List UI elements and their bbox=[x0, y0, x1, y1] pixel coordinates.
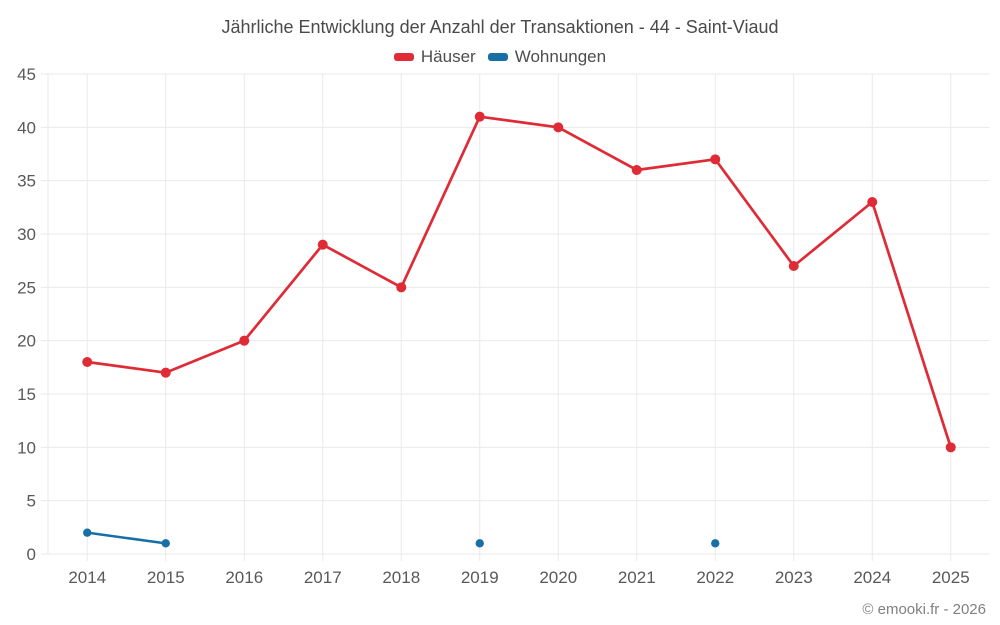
data-point-1[interactable] bbox=[475, 539, 484, 548]
wohnungen-series-label: Wohnungen bbox=[514, 47, 607, 66]
data-point-0[interactable] bbox=[945, 442, 956, 453]
data-point-0[interactable] bbox=[160, 367, 171, 378]
series-line-0 bbox=[85, 115, 953, 449]
data-point-0[interactable] bbox=[631, 165, 642, 175]
y-axis-tick-label: 15 bbox=[17, 385, 36, 404]
y-axis-tick-label: 35 bbox=[17, 172, 36, 191]
haeuser-series-marker-icon bbox=[393, 53, 414, 61]
x-axis-tick-label: 2014 bbox=[68, 568, 106, 587]
wohnungen-series-marker-icon bbox=[487, 53, 508, 61]
y-axis-tick-label: 20 bbox=[17, 332, 36, 351]
data-point-1[interactable] bbox=[161, 539, 170, 548]
data-point-0[interactable] bbox=[317, 239, 328, 250]
data-point-0[interactable] bbox=[474, 111, 485, 122]
y-axis-tick-label: 40 bbox=[17, 118, 36, 137]
data-point-1[interactable] bbox=[711, 539, 720, 548]
y-axis-tick-label: 5 bbox=[27, 492, 36, 511]
y-axis-tick-label: 45 bbox=[17, 65, 36, 84]
x-axis-tick-label: 2025 bbox=[932, 568, 970, 587]
x-axis-tick-label: 2022 bbox=[696, 568, 734, 587]
copyright-footer: © emooki.fr - 2026 bbox=[862, 601, 986, 618]
x-axis-tick-label: 2017 bbox=[304, 568, 342, 587]
y-axis-tick-label: 0 bbox=[27, 545, 36, 564]
data-point-1[interactable] bbox=[83, 528, 92, 537]
x-axis-tick-label: 2019 bbox=[461, 568, 499, 587]
data-point-0[interactable] bbox=[553, 122, 564, 133]
legend-item-wohnungen[interactable]: Wohnungen bbox=[487, 47, 607, 67]
x-axis-tick-label: 2023 bbox=[775, 568, 813, 587]
data-point-0[interactable] bbox=[396, 282, 407, 293]
y-axis-tick-label: 25 bbox=[17, 278, 36, 297]
chart-legend: Häuser Wohnungen bbox=[0, 47, 1000, 67]
x-axis-tick-label: 2020 bbox=[539, 568, 577, 587]
data-point-0[interactable] bbox=[239, 335, 250, 346]
series-line-1 bbox=[86, 531, 167, 545]
y-axis-tick-label: 10 bbox=[17, 438, 36, 457]
x-axis-tick-label: 2024 bbox=[853, 568, 891, 587]
x-axis-tick-label: 2021 bbox=[618, 568, 656, 587]
chart-title: Jährliche Entwicklung der Anzahl der Tra… bbox=[221, 17, 779, 37]
legend-item-haeuser[interactable]: Häuser bbox=[393, 47, 476, 67]
data-point-0[interactable] bbox=[867, 197, 878, 207]
data-point-0[interactable] bbox=[82, 357, 93, 367]
haeuser-series-label: Häuser bbox=[420, 47, 476, 66]
data-point-0[interactable] bbox=[710, 154, 721, 165]
data-point-0[interactable] bbox=[788, 261, 799, 271]
x-axis-tick-label: 2016 bbox=[225, 568, 263, 587]
x-axis-tick-label: 2015 bbox=[147, 568, 185, 587]
x-axis-tick-label: 2018 bbox=[382, 568, 420, 587]
y-axis-tick-label: 30 bbox=[17, 225, 36, 244]
